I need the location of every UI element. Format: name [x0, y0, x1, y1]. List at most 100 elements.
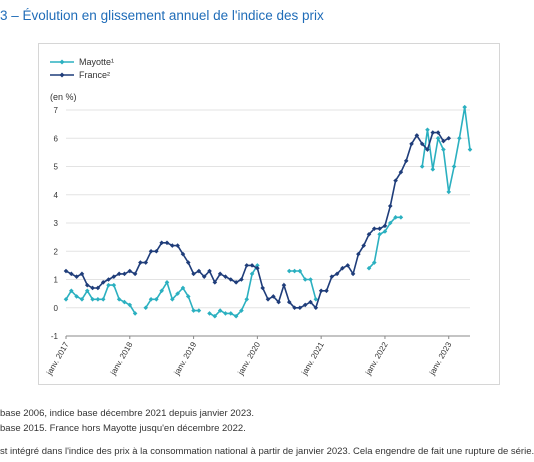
data-point-mayotte — [143, 305, 149, 311]
chart-frame — [38, 43, 500, 385]
data-point-mayotte — [170, 296, 175, 302]
data-point-france — [377, 226, 382, 231]
data-point-france — [191, 271, 196, 277]
data-point-france — [425, 147, 430, 152]
data-point-mayotte — [430, 167, 436, 172]
data-point-france — [350, 271, 356, 277]
data-point-france — [143, 260, 149, 265]
data-point-france — [345, 263, 351, 268]
data-point-france — [387, 203, 393, 209]
data-point-france — [372, 226, 377, 231]
data-point-france — [265, 296, 271, 302]
data-point-mayotte — [217, 308, 223, 313]
data-point-france — [382, 223, 388, 229]
data-point-mayotte — [457, 135, 462, 141]
data-point-mayotte — [148, 296, 154, 302]
x-tick-label: janv. 2019 — [172, 340, 199, 377]
data-point-france — [196, 268, 202, 274]
data-point-france — [63, 268, 69, 274]
data-point-france — [164, 240, 170, 246]
x-tick-label: janv. 2020 — [236, 340, 263, 377]
data-point-france — [239, 277, 244, 282]
data-point-mayotte — [302, 277, 308, 282]
data-point-france — [69, 271, 74, 277]
data-point-mayotte — [223, 311, 228, 316]
data-point-mayotte — [297, 268, 303, 274]
data-point-france — [441, 138, 446, 144]
footnote-3: st intégré dans l'indice des prix à la c… — [0, 446, 534, 457]
data-point-mayotte — [244, 296, 250, 302]
x-tick-label: janv. 2022 — [363, 340, 390, 377]
data-point-france — [393, 178, 398, 183]
data-point-mayotte — [419, 164, 425, 169]
y-tick-label: 6 — [54, 134, 59, 143]
data-point-france — [212, 280, 218, 285]
x-tick-label: janv. 2017 — [44, 340, 71, 377]
data-point-mayotte — [196, 308, 202, 313]
data-point-france — [414, 133, 420, 138]
data-point-france — [318, 288, 324, 294]
footnote-1: base 2006, indice base décembre 2021 dep… — [0, 408, 255, 419]
data-point-mayotte — [111, 282, 117, 288]
y-tick-label: -1 — [51, 332, 59, 341]
data-point-france — [430, 130, 436, 135]
y-tick-label: 0 — [54, 304, 59, 313]
data-point-mayotte — [425, 127, 430, 133]
data-point-france — [170, 243, 175, 248]
data-point-mayotte — [100, 296, 106, 302]
data-point-france — [223, 274, 228, 279]
footnote-2: base 2015. France hors Mayotte jusqu'en … — [0, 423, 246, 434]
data-point-france — [281, 282, 287, 288]
data-point-mayotte — [191, 308, 196, 313]
data-point-france — [356, 251, 361, 257]
data-point-mayotte — [116, 296, 122, 302]
data-point-mayotte — [175, 291, 180, 296]
data-point-mayotte — [122, 299, 127, 305]
data-point-france — [366, 232, 372, 237]
data-point-france — [95, 285, 101, 291]
data-point-france — [409, 141, 414, 147]
data-point-france — [148, 248, 154, 254]
y-tick-label: 7 — [54, 106, 59, 115]
data-point-france — [403, 158, 409, 164]
data-point-mayotte — [393, 215, 398, 220]
data-point-mayotte — [69, 288, 74, 294]
data-point-france — [446, 135, 452, 141]
data-point-mayotte — [74, 294, 79, 299]
data-point-france — [329, 274, 335, 279]
data-point-mayotte — [441, 147, 446, 152]
data-point-france — [90, 285, 95, 291]
data-point-france — [175, 243, 180, 248]
data-point-france — [116, 271, 122, 277]
data-point-france — [201, 274, 207, 279]
data-point-mayotte — [159, 288, 164, 294]
chart-title: 3 – Évolution en glissement annuel de l'… — [0, 8, 324, 23]
data-point-mayotte — [180, 285, 186, 291]
data-point-mayotte — [292, 268, 297, 274]
data-point-france — [79, 271, 85, 277]
legend-marker-mayotte — [59, 59, 65, 65]
data-point-mayotte — [387, 220, 393, 226]
data-point-france — [122, 271, 127, 277]
data-point-mayotte — [239, 308, 244, 313]
data-point-france — [313, 305, 319, 311]
data-point-france — [127, 268, 133, 274]
data-point-france — [260, 285, 265, 291]
legend-marker-france — [59, 72, 65, 78]
data-point-mayotte — [249, 271, 255, 277]
data-point-france — [340, 265, 345, 271]
data-point-mayotte — [212, 313, 218, 319]
data-point-mayotte — [377, 232, 382, 237]
y-tick-label: 3 — [54, 219, 59, 228]
data-point-mayotte — [233, 313, 239, 319]
legend-label-france: France² — [79, 70, 110, 80]
data-point-france — [132, 271, 138, 277]
data-point-mayotte — [467, 147, 473, 152]
data-point-mayotte — [106, 282, 111, 288]
data-point-france — [255, 265, 260, 271]
data-point-france — [419, 141, 425, 147]
data-point-mayotte — [366, 265, 372, 271]
data-point-france — [74, 274, 79, 279]
data-point-france — [207, 268, 212, 274]
